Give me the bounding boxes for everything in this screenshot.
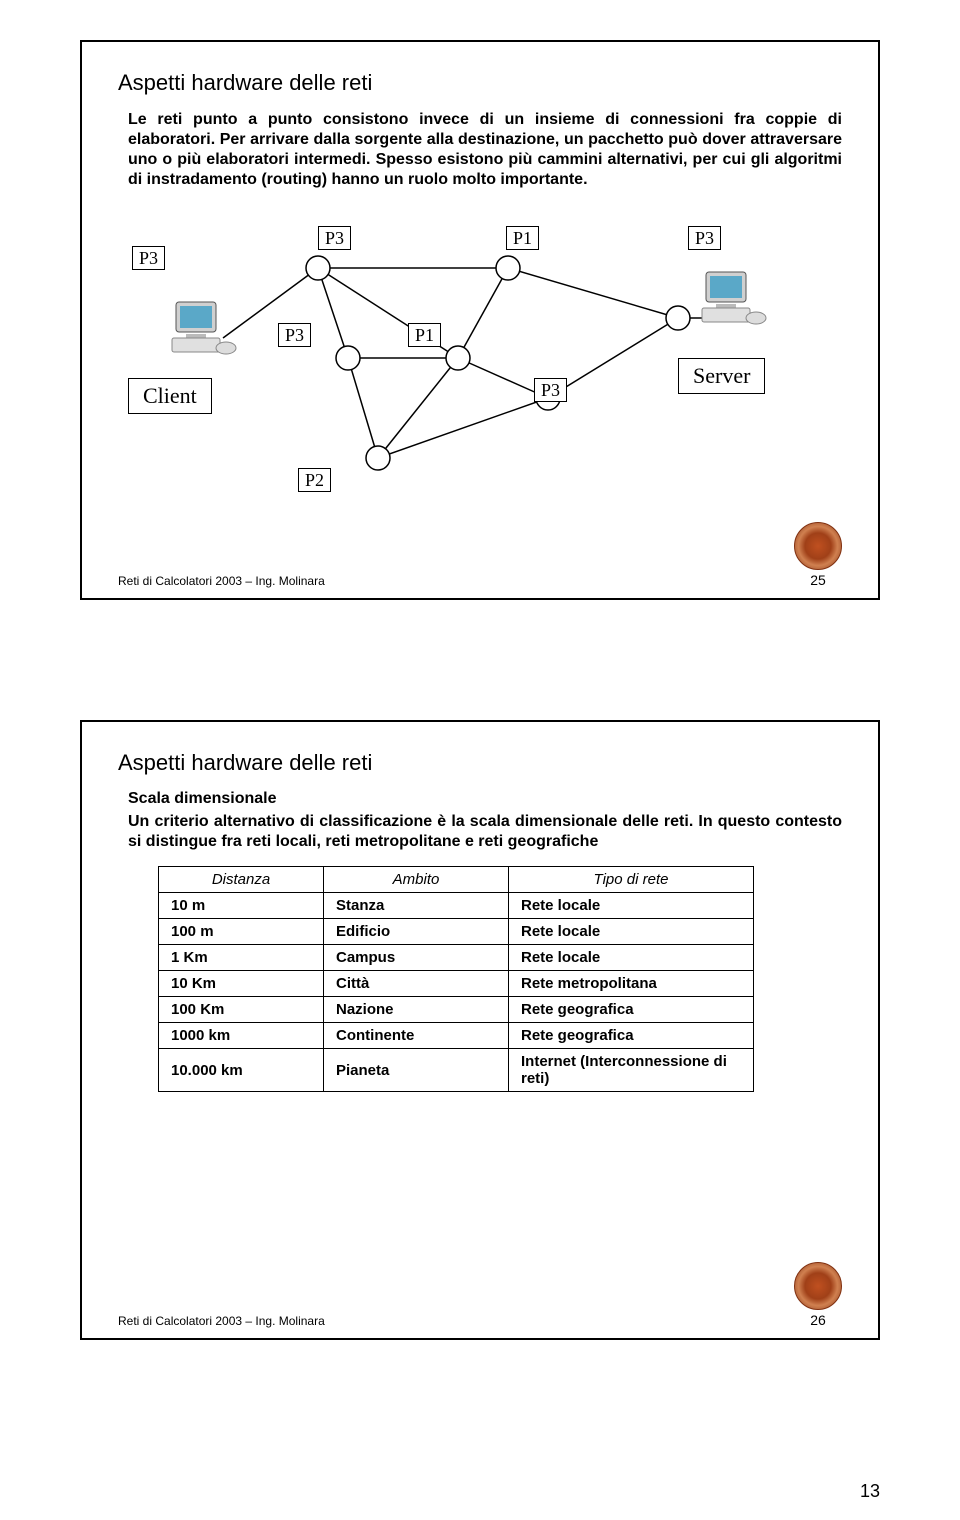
- table-cell: 10 m: [159, 893, 324, 919]
- packet-label: P3: [688, 226, 721, 250]
- slide-2: Aspetti hardware delle reti Scala dimens…: [80, 720, 880, 1340]
- table-cell: 10 Km: [159, 971, 324, 997]
- packet-label: P2: [298, 468, 331, 492]
- table-cell: 100 Km: [159, 997, 324, 1023]
- table-row: 1 KmCampusRete locale: [159, 945, 754, 971]
- table-cell: Continente: [324, 1023, 509, 1049]
- table-cell: Internet (Interconnessione di reti): [509, 1049, 754, 1092]
- document-page-number: 13: [860, 1481, 880, 1502]
- server-computer-icon: [698, 268, 768, 328]
- table-row: 10 KmCittàRete metropolitana: [159, 971, 754, 997]
- network-node: [446, 346, 470, 370]
- slide-page-number: 26: [810, 1312, 826, 1328]
- university-seal-icon: [794, 522, 842, 570]
- slide-1: Aspetti hardware delle reti Le reti punt…: [80, 40, 880, 600]
- packet-label: P3: [534, 378, 567, 402]
- client-computer-icon: [168, 298, 238, 358]
- table-header: Ambito: [324, 867, 509, 893]
- footer-text: Reti di Calcolatori 2003 – Ing. Molinara: [118, 1314, 325, 1328]
- table-cell: Edificio: [324, 919, 509, 945]
- table-cell: 10.000 km: [159, 1049, 324, 1092]
- server-label: Server: [678, 358, 765, 394]
- slide2-subhead: Scala dimensionale: [128, 790, 842, 808]
- table-cell: Rete metropolitana: [509, 971, 754, 997]
- packet-label: P1: [408, 323, 441, 347]
- packet-label: P3: [278, 323, 311, 347]
- footer-text: Reti di Calcolatori 2003 – Ing. Molinara: [118, 574, 325, 588]
- university-seal-icon: [794, 1262, 842, 1310]
- network-edge: [378, 358, 458, 458]
- table-cell: Rete locale: [509, 919, 754, 945]
- table-row: 10 mStanzaRete locale: [159, 893, 754, 919]
- table-cell: Stanza: [324, 893, 509, 919]
- table-cell: 100 m: [159, 919, 324, 945]
- slide-page-number: 25: [810, 572, 826, 588]
- table-cell: Rete geografica: [509, 1023, 754, 1049]
- table-header: Tipo di rete: [509, 867, 754, 893]
- network-diagram: P3 P3 P1 P3 P3 P1 P3 P2 Client Server: [118, 208, 842, 508]
- slide2-paragraph: Un criterio alternativo di classificazio…: [128, 812, 842, 852]
- network-edge: [458, 268, 508, 358]
- client-label: Client: [128, 378, 212, 414]
- network-edge: [378, 398, 548, 458]
- table-cell: Città: [324, 971, 509, 997]
- slide-footer: Reti di Calcolatori 2003 – Ing. Molinara…: [118, 522, 842, 588]
- table-cell: 1000 km: [159, 1023, 324, 1049]
- packet-label: P1: [506, 226, 539, 250]
- network-node: [306, 256, 330, 280]
- table-cell: 1 Km: [159, 945, 324, 971]
- slide-footer: Reti di Calcolatori 2003 – Ing. Molinara…: [118, 1262, 842, 1328]
- slide1-paragraph: Le reti punto a punto consistono invece …: [128, 110, 842, 190]
- table-row: 100 KmNazioneRete geografica: [159, 997, 754, 1023]
- slide-title: Aspetti hardware delle reti: [118, 70, 842, 96]
- packet-label: P3: [132, 246, 165, 270]
- network-node: [666, 306, 690, 330]
- network-node: [366, 446, 390, 470]
- table-header: Distanza: [159, 867, 324, 893]
- table-cell: Pianeta: [324, 1049, 509, 1092]
- table-row: 10.000 kmPianetaInternet (Interconnessio…: [159, 1049, 754, 1092]
- table-row: 1000 kmContinenteRete geografica: [159, 1023, 754, 1049]
- network-edge: [318, 268, 348, 358]
- slide-title: Aspetti hardware delle reti: [118, 750, 842, 776]
- scale-table: DistanzaAmbitoTipo di rete10 mStanzaRete…: [158, 866, 754, 1092]
- table-row: 100 mEdificioRete locale: [159, 919, 754, 945]
- table-cell: Campus: [324, 945, 509, 971]
- network-edge: [508, 268, 678, 318]
- network-edge: [348, 358, 378, 458]
- table-cell: Nazione: [324, 997, 509, 1023]
- network-edge: [548, 318, 678, 398]
- network-node: [496, 256, 520, 280]
- table-cell: Rete locale: [509, 893, 754, 919]
- network-node: [336, 346, 360, 370]
- table-cell: Rete locale: [509, 945, 754, 971]
- packet-label: P3: [318, 226, 351, 250]
- table-cell: Rete geografica: [509, 997, 754, 1023]
